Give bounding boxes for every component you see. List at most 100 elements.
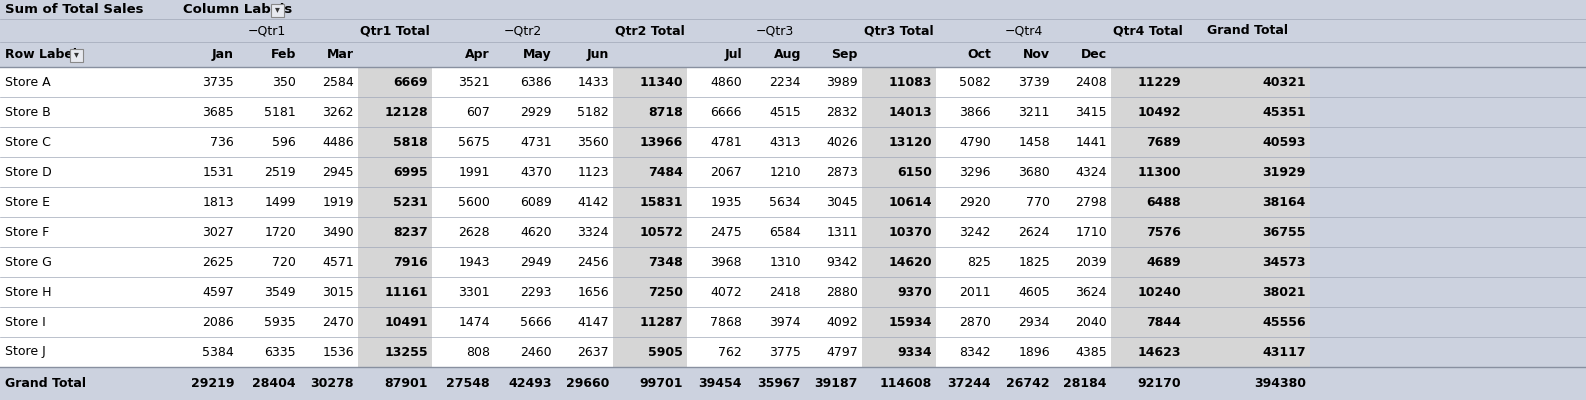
Text: 4790: 4790 <box>960 136 991 148</box>
Bar <box>614 67 687 367</box>
Bar <box>431 67 493 367</box>
Text: 3027: 3027 <box>203 226 235 238</box>
Text: 762: 762 <box>718 346 742 358</box>
Text: 2460: 2460 <box>520 346 552 358</box>
Text: 1499: 1499 <box>265 196 297 208</box>
Text: 30278: 30278 <box>311 377 354 390</box>
Text: 29219: 29219 <box>190 377 235 390</box>
Text: 10492: 10492 <box>1137 106 1182 118</box>
Text: −Qtr2: −Qtr2 <box>503 24 542 37</box>
Text: Jun: Jun <box>587 48 609 61</box>
Text: 4797: 4797 <box>826 346 858 358</box>
Text: 39187: 39187 <box>815 377 858 390</box>
Text: 596: 596 <box>273 136 297 148</box>
Text: 34573: 34573 <box>1262 256 1305 268</box>
Text: 14623: 14623 <box>1137 346 1182 358</box>
Text: 9370: 9370 <box>898 286 933 298</box>
Text: Oct: Oct <box>967 48 991 61</box>
Text: 1210: 1210 <box>769 166 801 178</box>
Text: 3549: 3549 <box>265 286 297 298</box>
Text: 1536: 1536 <box>322 346 354 358</box>
Text: 42493: 42493 <box>509 377 552 390</box>
Bar <box>1185 67 1310 367</box>
Text: 2832: 2832 <box>826 106 858 118</box>
Text: 15934: 15934 <box>888 316 933 328</box>
Text: 3521: 3521 <box>458 76 490 88</box>
Text: 736: 736 <box>211 136 235 148</box>
Text: 4313: 4313 <box>769 136 801 148</box>
Text: Store C: Store C <box>5 136 51 148</box>
Text: 37244: 37244 <box>947 377 991 390</box>
Text: 1710: 1710 <box>1075 226 1107 238</box>
Bar <box>1055 67 1112 367</box>
Text: 2519: 2519 <box>265 166 297 178</box>
Text: 6995: 6995 <box>393 166 428 178</box>
Text: Grand Total: Grand Total <box>1207 24 1288 37</box>
Text: 2234: 2234 <box>769 76 801 88</box>
Text: 4689: 4689 <box>1147 256 1182 268</box>
Text: 2870: 2870 <box>960 316 991 328</box>
Text: 1441: 1441 <box>1075 136 1107 148</box>
Text: 808: 808 <box>466 346 490 358</box>
Text: 394380: 394380 <box>1255 377 1305 390</box>
Text: 1474: 1474 <box>458 316 490 328</box>
Text: 3045: 3045 <box>826 196 858 208</box>
Text: 3324: 3324 <box>577 226 609 238</box>
Text: 6488: 6488 <box>1147 196 1182 208</box>
Text: 4781: 4781 <box>711 136 742 148</box>
Text: 2086: 2086 <box>203 316 235 328</box>
Text: 1825: 1825 <box>1018 256 1050 268</box>
Text: 2584: 2584 <box>322 76 354 88</box>
Bar <box>557 67 614 367</box>
Text: 2470: 2470 <box>322 316 354 328</box>
Text: 7484: 7484 <box>649 166 684 178</box>
Text: 45556: 45556 <box>1262 316 1305 328</box>
Text: 2011: 2011 <box>960 286 991 298</box>
Bar <box>863 67 936 367</box>
Text: 6666: 6666 <box>711 106 742 118</box>
Text: Store I: Store I <box>5 316 46 328</box>
Text: 1311: 1311 <box>826 226 858 238</box>
Text: Mar: Mar <box>327 48 354 61</box>
Text: 11340: 11340 <box>639 76 684 88</box>
Text: 1935: 1935 <box>711 196 742 208</box>
Text: 1813: 1813 <box>203 196 235 208</box>
Text: 2920: 2920 <box>960 196 991 208</box>
Text: 3685: 3685 <box>203 106 235 118</box>
Text: 8718: 8718 <box>649 106 684 118</box>
Text: 825: 825 <box>967 256 991 268</box>
Text: 720: 720 <box>273 256 297 268</box>
Text: May: May <box>523 48 552 61</box>
Text: 2625: 2625 <box>203 256 235 268</box>
Text: 2067: 2067 <box>711 166 742 178</box>
Text: 2418: 2418 <box>769 286 801 298</box>
Text: 8237: 8237 <box>393 226 428 238</box>
Text: 3242: 3242 <box>960 226 991 238</box>
Text: 2040: 2040 <box>1075 316 1107 328</box>
Text: 36755: 36755 <box>1262 226 1305 238</box>
Text: 4142: 4142 <box>577 196 609 208</box>
Text: 6386: 6386 <box>520 76 552 88</box>
Text: 28184: 28184 <box>1064 377 1107 390</box>
Bar <box>1112 67 1185 367</box>
Text: 3680: 3680 <box>1018 166 1050 178</box>
Text: 9342: 9342 <box>826 256 858 268</box>
Text: 12128: 12128 <box>384 106 428 118</box>
Text: 38021: 38021 <box>1262 286 1305 298</box>
Text: 29660: 29660 <box>566 377 609 390</box>
Bar <box>493 67 557 367</box>
Text: ▾: ▾ <box>75 50 79 60</box>
Text: Sep: Sep <box>831 48 858 61</box>
Text: 3301: 3301 <box>458 286 490 298</box>
Text: 11161: 11161 <box>384 286 428 298</box>
Text: Store G: Store G <box>5 256 52 268</box>
Text: 26742: 26742 <box>1007 377 1050 390</box>
Text: 6089: 6089 <box>520 196 552 208</box>
Text: 7916: 7916 <box>393 256 428 268</box>
Text: Store F: Store F <box>5 226 49 238</box>
Text: 6669: 6669 <box>393 76 428 88</box>
Text: Aug: Aug <box>774 48 801 61</box>
Bar <box>806 67 863 367</box>
Text: 2949: 2949 <box>520 256 552 268</box>
Text: 5818: 5818 <box>393 136 428 148</box>
